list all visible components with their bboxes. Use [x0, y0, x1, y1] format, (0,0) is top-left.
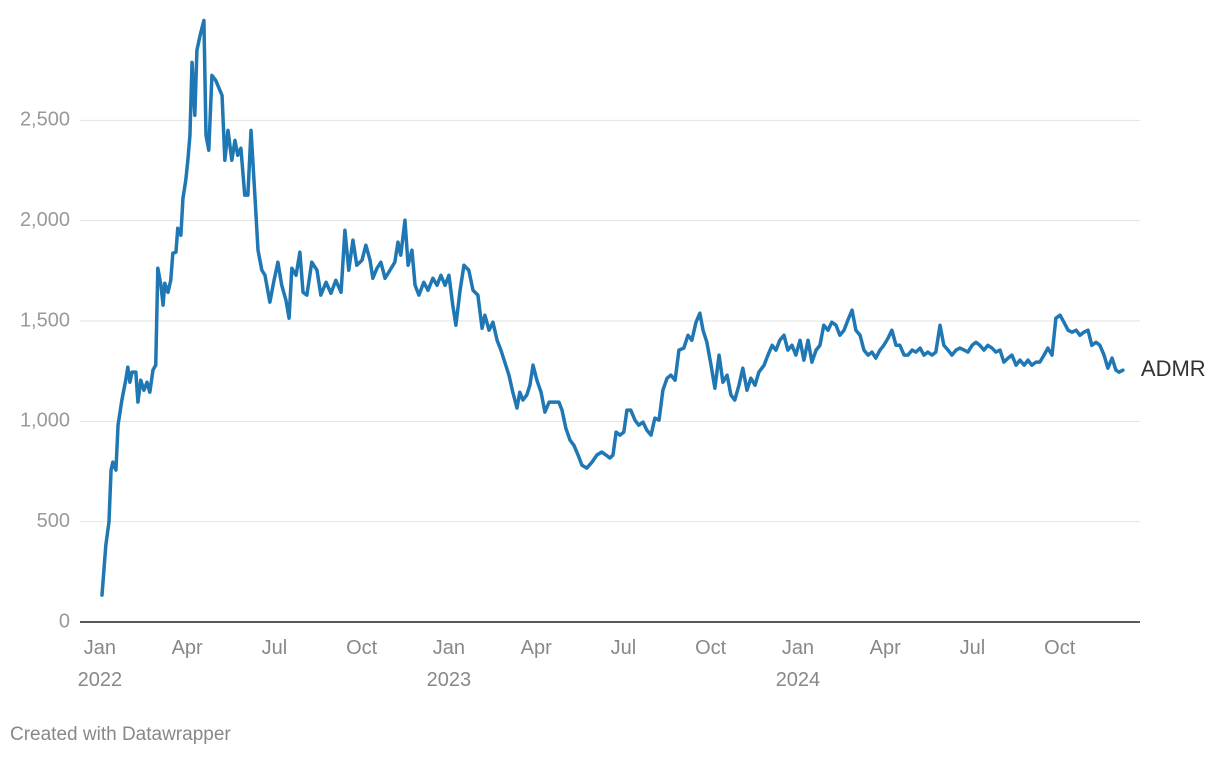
x-tick-label: Jan 2024 [775, 637, 821, 691]
series-label: ADMR [1141, 356, 1206, 381]
x-tick-label: Apr [520, 637, 552, 659]
y-tick-label: 1,500 [20, 309, 70, 331]
x-tick-label: Jul [959, 637, 986, 659]
x-tick-label: Oct [695, 637, 727, 659]
x-tick-label: Apr [869, 637, 901, 659]
y-tick-label: 2,500 [20, 109, 70, 131]
x-tick-label: Apr [171, 637, 203, 659]
x-tick-label: Jul [261, 637, 288, 659]
y-tick-label: 1,000 [20, 410, 70, 432]
credit: Created with Datawrapper [10, 724, 231, 745]
x-tick-label: Jul [610, 637, 637, 659]
line [100, 18, 1125, 597]
x-tick-label: Jan 2022 [77, 637, 123, 691]
y-tick-label: 500 [37, 510, 70, 532]
y-tick-label: 2,000 [20, 209, 70, 231]
x-tick-label: Oct [1044, 637, 1076, 659]
y-tick-label: 0 [59, 610, 70, 632]
x-tick-label: Jan 2023 [426, 637, 472, 691]
x-tick-label: Oct [346, 637, 378, 659]
